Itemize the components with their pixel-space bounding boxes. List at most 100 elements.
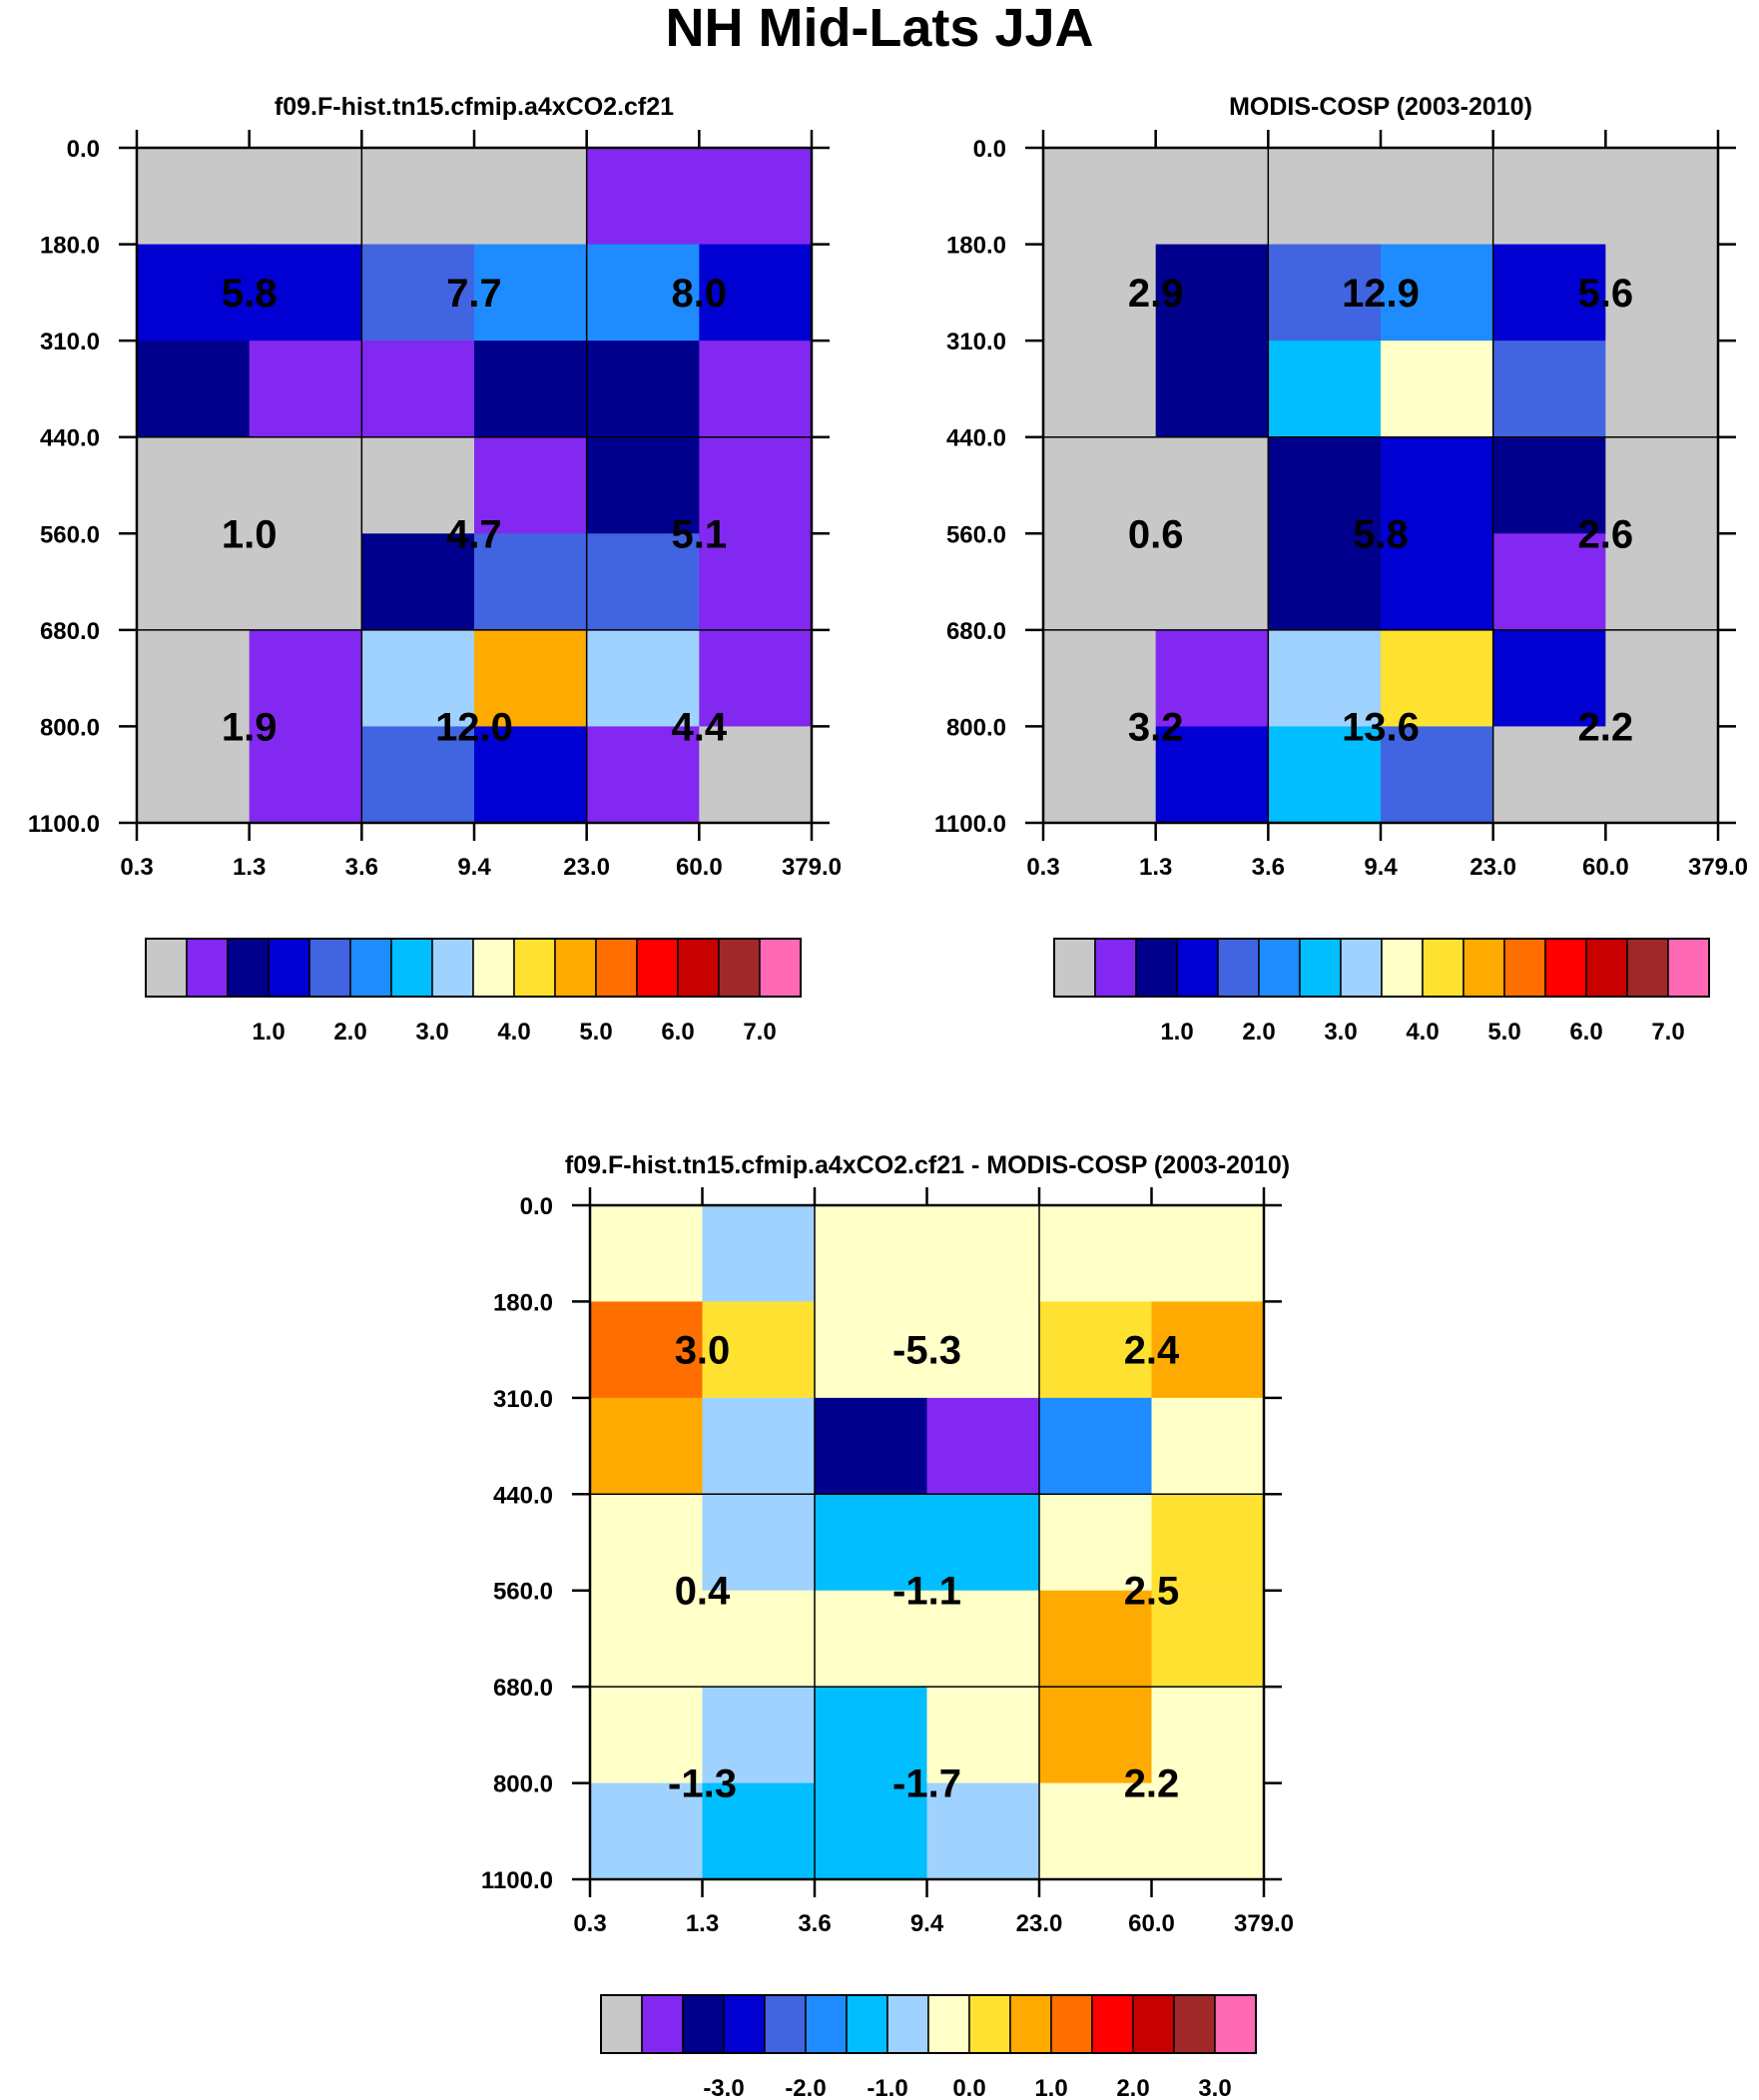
colorbar-swatch [1422,938,1465,998]
colorbar-swatch [641,1994,684,2054]
heatmap-cell [1039,1397,1153,1495]
heatmap-cell [586,436,700,534]
colorbar-label: 6.0 [1569,1019,1602,1046]
colorbar-swatch [764,1994,807,2054]
heatmap-cell [474,533,588,631]
heatmap-cell [249,533,362,631]
heatmap-cell [361,726,475,824]
colorbar-swatch [472,938,515,998]
heatmap-cell [1268,148,1382,246]
cell-value-label: -5.3 [892,1329,961,1373]
cell-value-label: 3.2 [1128,705,1184,749]
heatmap-cell [1043,629,1157,728]
heatmap-cell [361,148,475,246]
x-tick-label: 379.0 [1688,854,1748,881]
heatmap-cell [1381,533,1494,631]
heatmap-cell [702,1782,816,1880]
colorbar-label: 7.0 [1651,1019,1684,1046]
heatmap-cell [249,629,362,728]
heatmap-cell [1039,1301,1153,1399]
heatmap-cell [1151,1397,1265,1495]
colorbar-swatch [554,938,597,998]
heatmap-cell [590,1205,704,1303]
heatmap-cell [1039,1494,1153,1592]
colorbar-swatch [1214,1994,1257,2054]
x-tick-label: 60.0 [1582,854,1629,881]
heatmap-cell [1043,726,1157,824]
x-tick-label: 1.3 [1139,854,1172,881]
heatmap-cell [586,244,700,342]
heatmap-cell [1043,148,1157,246]
y-tick-label: 680.0 [40,618,100,645]
x-tick-label: 379.0 [782,854,842,881]
y-tick-label: 440.0 [40,425,100,452]
heatmap-cell [590,1301,704,1399]
y-tick-label: 1100.0 [934,811,1006,838]
y-tick-label: 680.0 [493,1675,553,1702]
x-tick-label: 1.3 [233,854,266,881]
colorbar-swatch [1258,938,1301,998]
cell-value-label: 13.6 [1342,705,1420,749]
heatmap-cell [1155,148,1269,246]
cell-value-label: 3.0 [675,1329,731,1373]
heatmap-cell [1155,629,1269,728]
colorbar-swatch [1173,1994,1216,2054]
colorbar-swatch [1094,938,1137,998]
heatmap-cell [586,533,700,631]
heatmap-cell [926,1590,1040,1688]
heatmap-cell [1381,244,1494,342]
colorbar-swatch [927,1994,970,2054]
heatmap-cell [699,341,813,438]
cell-value-label: -1.1 [892,1570,961,1614]
colorbar-label: 5.0 [579,1019,612,1046]
cell-value-label: -1.7 [892,1762,961,1806]
colorbar-swatch [636,938,679,998]
heatmap-cell [1492,436,1606,534]
y-tick-label: 800.0 [493,1771,553,1798]
heatmap-cell [1605,629,1719,728]
heatmap-cell [586,629,700,728]
cell-value-label: 2.4 [1124,1329,1180,1373]
heatmap-cell [474,726,588,824]
heatmap-cell [699,148,813,246]
heatmap-cell [1155,341,1269,438]
heatmap-cell [590,1687,704,1784]
heatmap-cell [926,1301,1040,1399]
colorbar-swatch [431,938,474,998]
colorbar-swatch [1053,938,1096,998]
y-tick-label: 560.0 [493,1579,553,1606]
colorbar-swatch [1135,938,1178,998]
y-tick-label: 0.0 [520,1193,553,1220]
heatmap-cell [1151,1782,1265,1880]
cell-value-label: -1.3 [668,1762,737,1806]
cell-value-label: 0.4 [675,1570,731,1614]
heatmap-cell [474,244,588,342]
heatmap-cell [249,341,362,438]
y-tick-label: 560.0 [946,521,1006,548]
heatmap-cell [249,148,362,246]
colorbar-swatch [513,938,556,998]
colorbar-swatch [227,938,270,998]
heatmap-cell [1043,341,1157,438]
heatmap-cell [699,533,813,631]
heatmap-cell [926,1687,1040,1784]
heatmap-cell [1268,244,1382,342]
colorbar-swatch [1503,938,1546,998]
colorbar-label: 0.0 [952,2075,985,2100]
heatmap-cell [1605,533,1719,631]
heatmap-cell [699,244,813,342]
colorbar-swatch [1132,1994,1175,2054]
colorbar-swatch [186,938,229,998]
heatmap-cell [137,629,251,728]
heatmap-cell [815,1397,928,1495]
y-tick-label: 310.0 [946,329,1006,355]
heatmap-cell [1492,629,1606,728]
colorbar-swatch [1463,938,1505,998]
cell-value-label: 2.5 [1124,1570,1180,1614]
heatmap-cell [361,436,475,534]
heatmap-cell [1043,533,1157,631]
y-tick-label: 440.0 [493,1482,553,1509]
heatmap-cell [815,1687,928,1784]
heatmap-cell [815,1494,928,1592]
